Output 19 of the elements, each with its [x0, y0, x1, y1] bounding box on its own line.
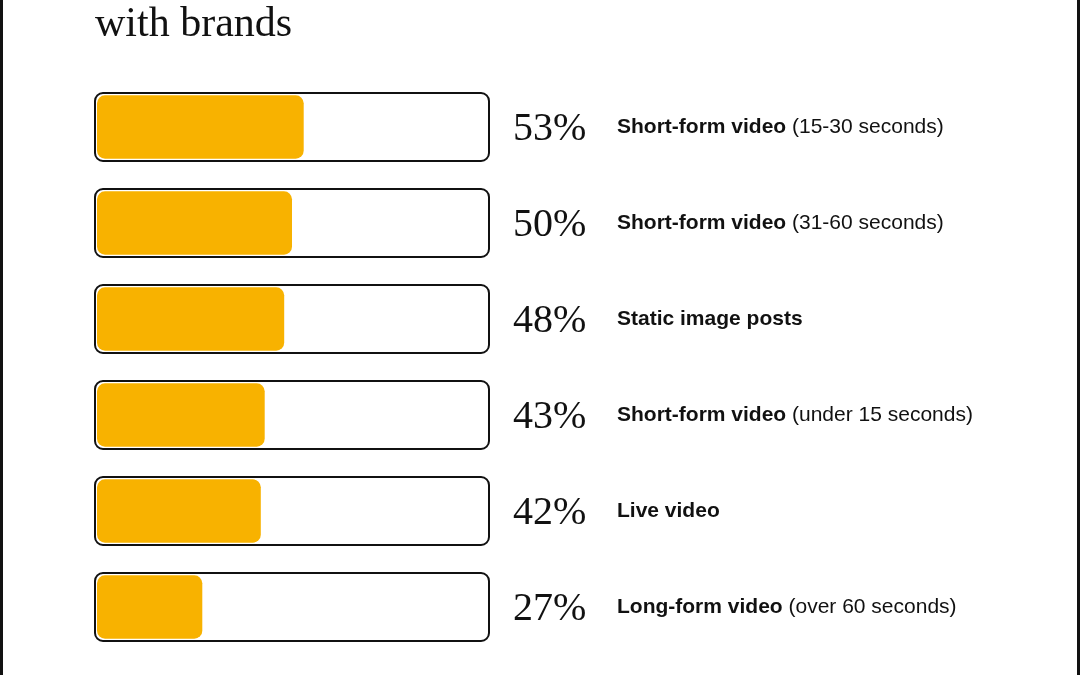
bar: [97, 479, 261, 543]
bar: [97, 191, 292, 255]
bar: [97, 287, 285, 351]
data-label: 42%: [513, 487, 587, 533]
y-tick-label: Static image posts: [617, 305, 803, 329]
bar: [97, 383, 265, 447]
data-label: 48%: [513, 295, 587, 341]
y-tick-label: Live video: [617, 497, 720, 521]
data-label: 50%: [513, 199, 587, 245]
y-tick-label: Short-form video (15-30 seconds): [617, 113, 944, 137]
data-label: 53%: [513, 103, 587, 149]
chart-title: with brands: [95, 0, 293, 46]
bar: [97, 95, 304, 159]
data-label: 43%: [513, 391, 587, 437]
y-tick-label: Short-form video (31-60 seconds): [617, 209, 944, 233]
y-tick-label: Short-form video (under 15 seconds): [617, 401, 973, 425]
y-tick-label: Long-form video (over 60 seconds): [617, 593, 957, 617]
bar: [97, 575, 203, 639]
data-label: 27%: [513, 583, 587, 629]
